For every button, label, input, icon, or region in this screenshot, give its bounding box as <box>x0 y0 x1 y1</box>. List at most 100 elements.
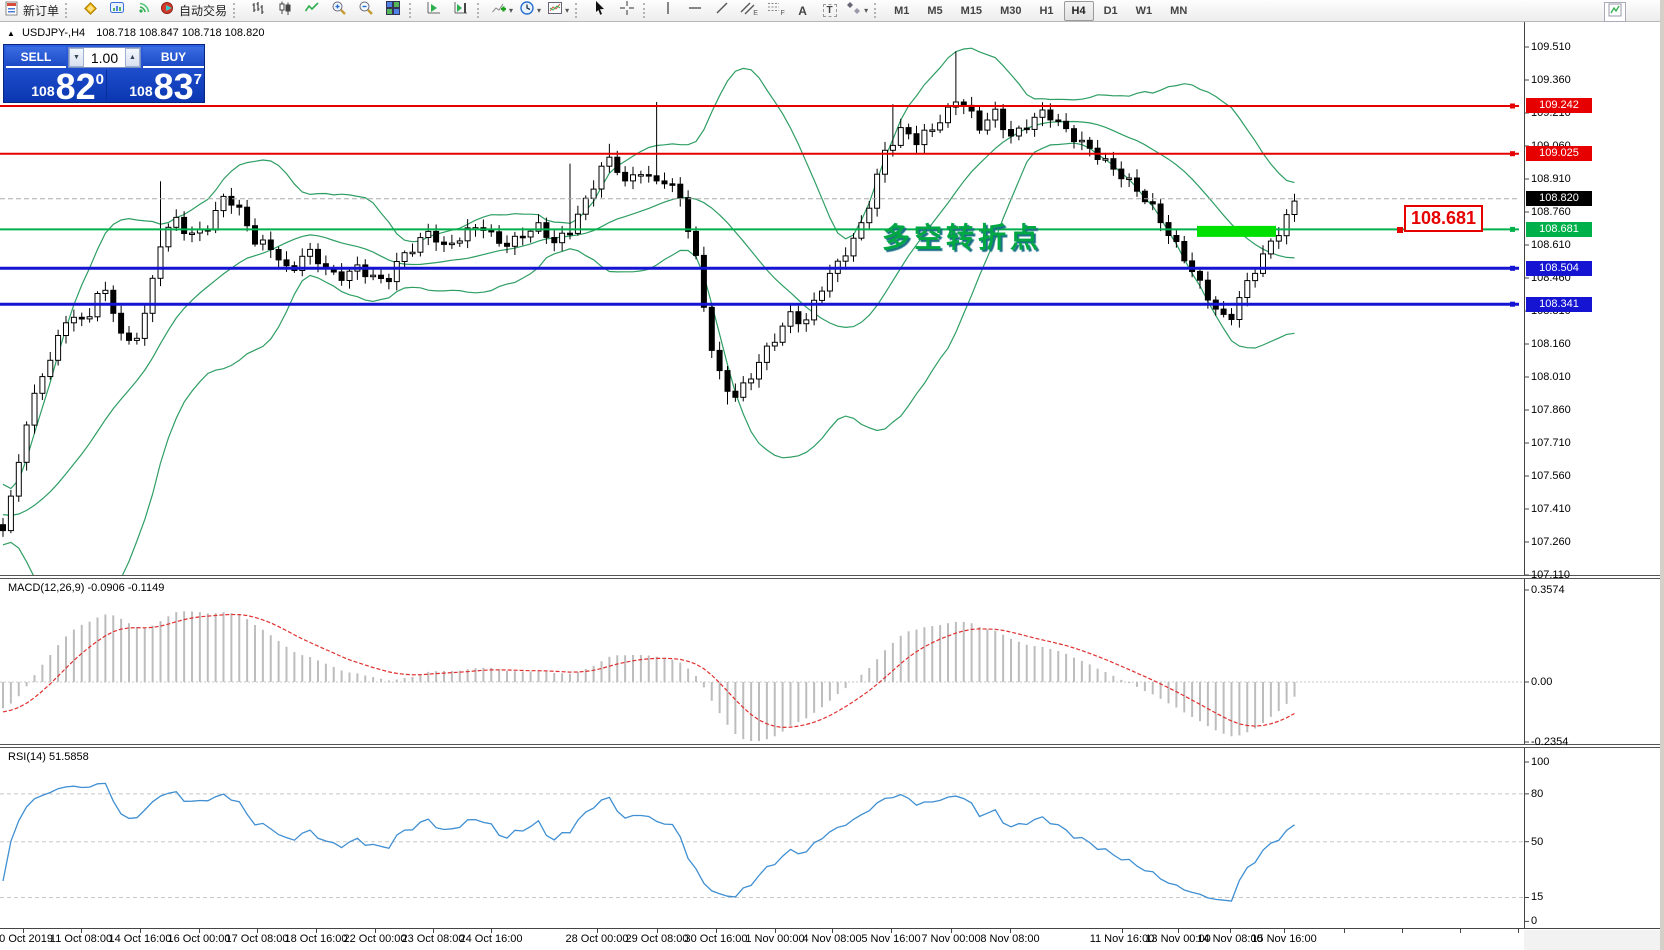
tile-windows-button[interactable] <box>379 0 406 21</box>
toolbar-separator <box>233 3 239 18</box>
volume-decrease-button[interactable]: ▼ <box>69 48 84 67</box>
time-axis-label: 8 Nov 08:00 <box>980 933 1040 945</box>
volume-box: ▼ ▲ <box>68 47 141 68</box>
chart-header: ▲ USDJPY-,H4 108.718 108.847 108.718 108… <box>7 27 264 39</box>
cursor-icon <box>592 0 608 21</box>
window-edge <box>1660 0 1664 950</box>
volume-increase-button[interactable]: ▲ <box>125 48 140 67</box>
time-axis-tick <box>23 929 24 933</box>
buy-button[interactable]: BUY <box>143 47 204 68</box>
macd-panel-canvas[interactable] <box>0 579 1664 744</box>
arrows-icon <box>846 0 862 21</box>
time-axis-label: 15 Nov 16:00 <box>1251 933 1317 945</box>
time-axis-tick <box>1284 929 1285 933</box>
toolbar-separator <box>643 3 649 18</box>
time-axis-label: 14 Nov 08:00 <box>1197 933 1263 945</box>
trendline-tool-button[interactable] <box>708 0 735 21</box>
timeframe-m30-button[interactable]: M30 <box>1000 4 1022 17</box>
timeframe-d1-button[interactable]: D1 <box>1103 4 1118 17</box>
time-axis-label: 11 Nov 16:00 <box>1089 933 1155 945</box>
fibonacci-tool-button[interactable]: F <box>762 0 789 21</box>
bar-chart-icon <box>250 0 266 21</box>
time-axis-label: 17 Oct 08:00 <box>225 933 289 945</box>
equidistant-channel-tool-button[interactable]: E <box>735 0 762 21</box>
chart-shift-icon <box>453 0 469 21</box>
time-axis-label: 30 Oct 16:00 <box>684 933 748 945</box>
timeframe-m15-button[interactable]: M15 <box>960 4 983 17</box>
timeframe-m1-button[interactable]: M1 <box>894 4 910 17</box>
new-order-icon <box>5 1 20 21</box>
chart-shift-button[interactable] <box>447 0 474 21</box>
bar-chart-button[interactable] <box>244 0 271 21</box>
macd-indicator-label: MACD(12,26,9) -0.0906 -0.1149 <box>8 582 165 594</box>
cursor-tool-button[interactable] <box>586 0 613 21</box>
auto-scroll-button[interactable] <box>420 0 447 21</box>
vertical-line-tool-button[interactable] <box>654 0 681 21</box>
signals-button[interactable] <box>130 0 157 21</box>
price-flag-anchor <box>1397 227 1403 233</box>
arrows-tool-button[interactable]: ▾ <box>843 0 871 21</box>
channel-subscript: E <box>753 10 758 17</box>
timeframe-mn-button[interactable]: MN <box>1170 4 1188 17</box>
metaeditor-button[interactable] <box>76 0 103 21</box>
time-axis-tick <box>832 929 833 933</box>
new-chart-icon <box>1608 3 1622 22</box>
rsi-panel-canvas[interactable] <box>0 748 1664 929</box>
time-axis-tick <box>491 929 492 933</box>
time-axis-label: 23 Oct 08:00 <box>401 933 465 945</box>
time-axis-tick <box>657 929 658 933</box>
fibonacci-icon <box>766 0 782 21</box>
chart-annotation-text[interactable]: 多空转折点 <box>882 222 1043 253</box>
volume-input[interactable] <box>84 48 125 67</box>
autotrading-button[interactable]: 自动交易 <box>157 0 230 21</box>
bottom-right-corner <box>1524 930 1664 950</box>
zoom-out-button[interactable] <box>352 0 379 21</box>
toolbar-overflow-button[interactable] <box>1604 2 1626 22</box>
text-label-tool-button[interactable]: T <box>816 0 843 21</box>
crosshair-tool-button[interactable] <box>613 0 640 21</box>
time-axis-label: 7 Nov 00:00 <box>921 933 981 945</box>
dropdown-caret-icon: ▾ <box>565 6 570 15</box>
line-chart-button[interactable] <box>298 0 325 21</box>
crosshair-icon <box>619 0 635 21</box>
templates-button[interactable]: ▾ <box>544 0 572 21</box>
periods-button[interactable]: ▾ <box>516 0 544 21</box>
horizontal-line-tool-button[interactable] <box>681 0 708 21</box>
time-axis-tick <box>1122 929 1123 933</box>
candlestick-chart-button[interactable] <box>271 0 298 21</box>
rsi-splitter[interactable] <box>0 744 1664 748</box>
collapse-arrow-icon[interactable]: ▲ <box>7 29 15 38</box>
main-chart-canvas[interactable] <box>0 22 1664 575</box>
horizontal-line-icon <box>687 0 703 21</box>
text-tool-button[interactable]: A <box>789 0 816 21</box>
toolbar-separator <box>575 3 581 18</box>
add-indicator-button[interactable]: ▾ <box>488 0 516 21</box>
buy-price-display: 108 83 7 <box>108 69 208 105</box>
timeframe-m5-button[interactable]: M5 <box>927 4 943 17</box>
sell-button[interactable]: SELL <box>6 47 66 68</box>
zoom-in-button[interactable] <box>325 0 352 21</box>
sell-price-display: 108 82 0 <box>8 69 106 105</box>
time-axis-label: 1 Nov 00:00 <box>745 933 805 945</box>
auto-scroll-icon <box>426 0 442 21</box>
sell-price-prefix: 108 <box>31 83 55 99</box>
terminal-button[interactable] <box>103 0 130 21</box>
time-axis-tick <box>199 929 200 933</box>
time-axis-label: 16 Oct 00:00 <box>167 933 231 945</box>
price-flag-label[interactable]: 108.681 <box>1404 205 1484 232</box>
one-click-trading-panel: SELL ▼ ▲ BUY 108 82 0 108 83 7 <box>3 44 208 105</box>
dropdown-caret-icon: ▾ <box>864 6 869 15</box>
timeframe-h1-button[interactable]: H1 <box>1039 4 1054 17</box>
time-axis-tick <box>1230 929 1231 933</box>
new-order-label: 新订单 <box>23 4 60 18</box>
new-order-button[interactable]: 新订单 <box>2 0 62 21</box>
timeframe-w1-button[interactable]: W1 <box>1135 4 1153 17</box>
time-axis-label: 10 Oct 2019 <box>0 933 53 945</box>
timeframe-h4-button[interactable]: H4 <box>1063 0 1094 21</box>
time-axis-tick <box>891 929 892 933</box>
time-axis-tick <box>316 929 317 933</box>
price-divider <box>106 70 107 101</box>
time-axis-tick <box>81 929 82 933</box>
macd-splitter[interactable] <box>0 575 1664 579</box>
time-axis-tick <box>1178 929 1179 933</box>
